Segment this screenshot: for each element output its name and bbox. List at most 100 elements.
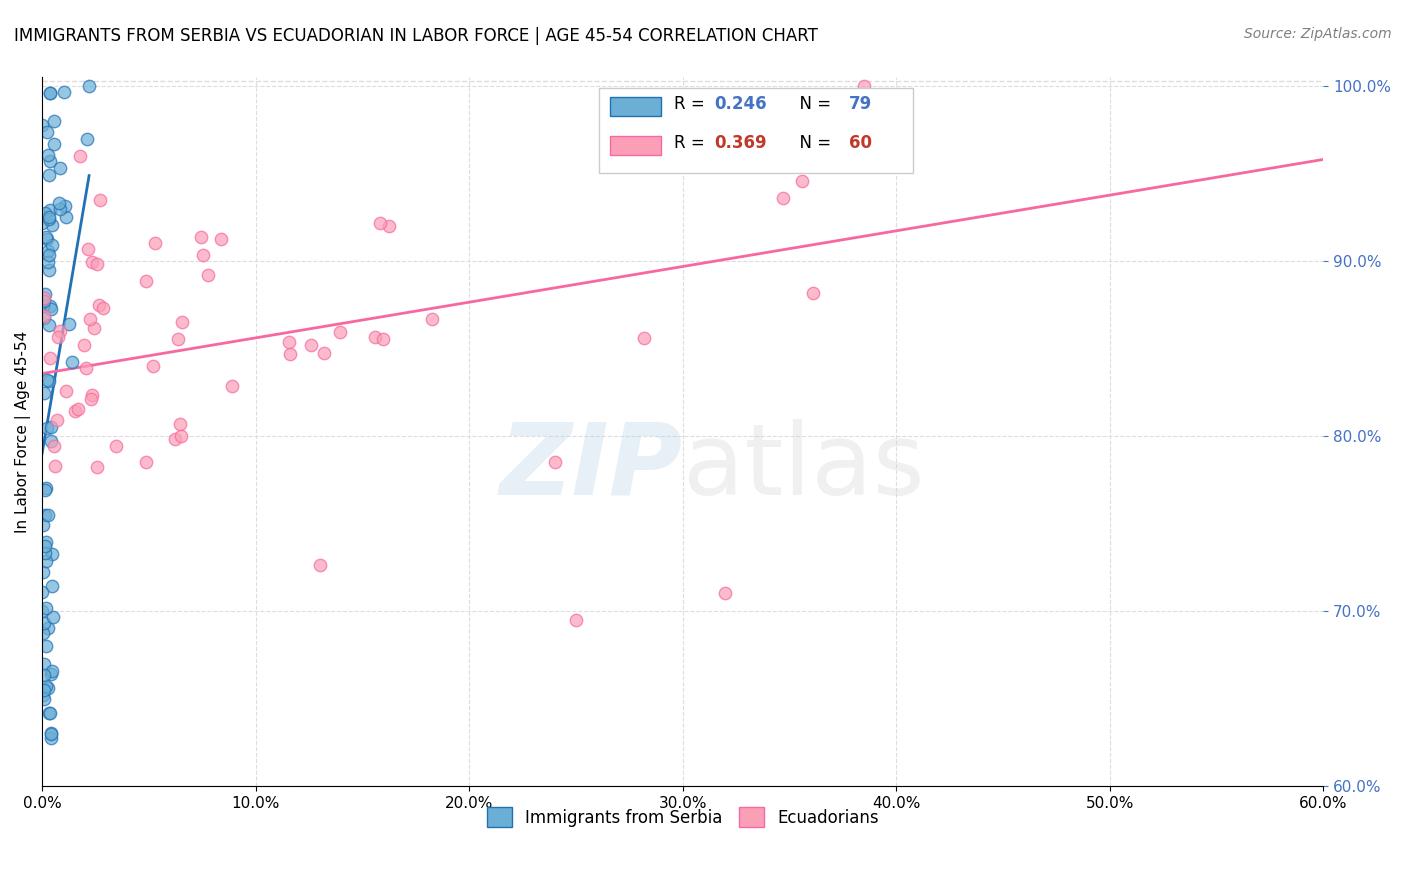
Immigrants from Serbia [34,639,56,653]
Ecuadorians [278,347,301,361]
Ecuadorians [65,404,87,418]
Ecuadorians [89,193,111,207]
Immigrants from Serbia [37,255,59,269]
Immigrants from Serbia [32,565,55,579]
Ecuadorians [278,334,301,349]
Immigrants from Serbia [39,299,62,313]
Immigrants from Serbia [35,601,58,615]
Immigrants from Serbia [38,210,60,224]
Immigrants from Serbia [35,421,58,435]
Immigrants from Serbia [37,508,59,523]
Immigrants from Serbia [41,238,63,252]
Immigrants from Serbia [58,318,80,332]
Ecuadorians [211,232,233,246]
Ecuadorians [73,337,96,351]
Ecuadorians [46,413,69,427]
FancyBboxPatch shape [610,136,661,155]
Immigrants from Serbia [39,667,62,681]
Ecuadorians [80,388,103,402]
Y-axis label: In Labor Force | Age 45-54: In Labor Force | Age 45-54 [15,331,31,533]
Immigrants from Serbia [35,373,58,387]
Immigrants from Serbia [41,579,63,593]
Immigrants from Serbia [35,481,58,495]
Immigrants from Serbia [32,386,55,401]
Immigrants from Serbia [44,113,66,128]
Immigrants from Serbia [55,199,77,213]
Ecuadorians [86,460,108,475]
Ecuadorians [34,291,56,305]
Immigrants from Serbia [34,539,56,553]
Ecuadorians [44,458,66,473]
Immigrants from Serbia [35,554,58,568]
Immigrants from Serbia [38,168,60,182]
Ecuadorians [77,242,100,256]
Immigrants from Serbia [34,206,56,220]
Immigrants from Serbia [53,86,76,100]
Immigrants from Serbia [37,621,59,635]
Immigrants from Serbia [41,547,63,561]
Ecuadorians [69,149,91,163]
Ecuadorians [67,401,90,416]
Immigrants from Serbia [41,665,63,679]
Immigrants from Serbia [77,79,100,94]
Ecuadorians [363,330,385,344]
Ecuadorians [48,330,70,344]
Immigrants from Serbia [41,610,63,624]
Immigrants from Serbia [34,508,56,523]
Immigrants from Serbia [32,293,55,308]
Immigrants from Serbia [35,125,58,139]
Ecuadorians [772,191,794,205]
Ecuadorians [801,286,824,301]
Immigrants from Serbia [49,161,72,175]
Ecuadorians [308,558,330,573]
Immigrants from Serbia [38,706,60,720]
Ecuadorians [82,254,104,268]
Immigrants from Serbia [31,625,53,640]
Immigrants from Serbia [37,232,59,246]
Immigrants from Serbia [49,202,72,216]
Immigrants from Serbia [34,545,56,559]
FancyBboxPatch shape [599,88,914,173]
Immigrants from Serbia [39,731,62,745]
Text: R =: R = [673,95,710,112]
Ecuadorians [714,586,737,600]
Ecuadorians [135,455,157,469]
Ecuadorians [853,79,876,94]
Text: 60: 60 [849,134,872,152]
Text: ZIP: ZIP [499,418,683,516]
Ecuadorians [793,114,815,128]
Immigrants from Serbia [32,692,55,706]
Immigrants from Serbia [34,668,56,682]
Immigrants from Serbia [39,434,62,448]
Ecuadorians [378,219,401,234]
Immigrants from Serbia [48,195,70,210]
Ecuadorians [169,429,191,443]
Immigrants from Serbia [39,153,62,168]
Ecuadorians [420,312,443,326]
Ecuadorians [142,359,165,373]
Ecuadorians [75,361,97,376]
Ecuadorians [83,320,105,334]
Ecuadorians [38,351,60,365]
Ecuadorians [329,326,352,340]
Ecuadorians [135,274,157,288]
Ecuadorians [543,455,565,469]
Ecuadorians [86,257,108,271]
Ecuadorians [89,298,111,312]
Ecuadorians [299,338,322,352]
Ecuadorians [373,332,395,346]
Immigrants from Serbia [31,216,53,230]
Immigrants from Serbia [37,244,59,259]
Immigrants from Serbia [34,534,56,549]
Immigrants from Serbia [39,203,62,218]
Immigrants from Serbia [38,87,60,101]
Immigrants from Serbia [32,688,55,702]
Immigrants from Serbia [31,584,53,599]
Immigrants from Serbia [42,137,65,152]
Ecuadorians [565,613,588,627]
Ecuadorians [145,235,167,250]
Text: 79: 79 [849,95,873,112]
Immigrants from Serbia [32,657,55,671]
Immigrants from Serbia [31,118,53,132]
Legend: Immigrants from Serbia, Ecuadorians: Immigrants from Serbia, Ecuadorians [479,800,886,834]
